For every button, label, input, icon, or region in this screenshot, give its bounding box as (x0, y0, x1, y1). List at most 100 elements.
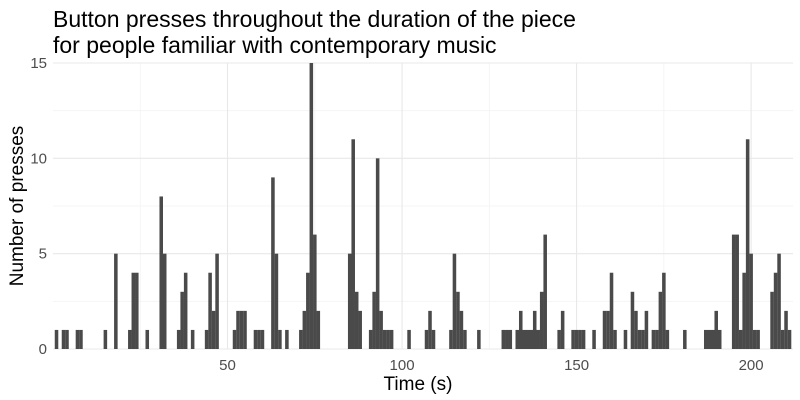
bar (372, 291, 376, 349)
bar (609, 272, 614, 349)
tick-labels: 50 100 150 200 0 5 10 15 (30, 55, 763, 374)
x-tick-label: 150 (564, 357, 589, 374)
bar (389, 329, 394, 349)
bar (257, 329, 261, 349)
bar (613, 329, 617, 349)
bar (703, 329, 708, 349)
bar (651, 329, 656, 349)
bar (543, 234, 547, 349)
bar (717, 329, 722, 349)
bar (529, 329, 533, 349)
bar (243, 310, 247, 349)
bar (756, 329, 760, 349)
bar (358, 310, 362, 349)
bar (299, 329, 303, 349)
bar (459, 310, 464, 349)
bar (79, 329, 83, 349)
bar (278, 329, 282, 349)
bar (386, 329, 390, 349)
bar (431, 329, 436, 349)
bar (735, 234, 739, 349)
bar (204, 329, 209, 349)
bar (592, 329, 596, 349)
bar (274, 253, 279, 349)
chart-title: Button presses throughout the duration o… (53, 6, 576, 32)
bar (658, 291, 663, 349)
bar (501, 329, 506, 349)
bar (285, 329, 289, 349)
bar (560, 310, 565, 349)
y-axis-title: Number of presses (7, 126, 28, 287)
bar (239, 310, 244, 349)
bar (770, 291, 774, 349)
bar (749, 253, 753, 349)
bar (128, 329, 132, 349)
chart-subtitle: for people familiar with contemporary mu… (53, 32, 497, 58)
x-tick-label: 100 (390, 357, 415, 374)
x-tick-label: 50 (219, 357, 236, 374)
bar (145, 329, 150, 349)
bar (477, 329, 481, 349)
bar (505, 329, 509, 349)
bar (662, 272, 666, 349)
bar (602, 310, 607, 349)
bar (623, 329, 628, 349)
bar (731, 234, 736, 349)
bars (54, 63, 792, 349)
bar (159, 196, 163, 349)
bar (683, 329, 687, 349)
bar (742, 272, 746, 349)
bar (515, 329, 520, 349)
bar (456, 291, 460, 349)
bar (449, 329, 453, 349)
bar (190, 329, 195, 349)
bar (407, 329, 411, 349)
bar (131, 272, 136, 349)
bar (375, 158, 380, 349)
bar (787, 329, 792, 349)
bar (710, 329, 715, 349)
bar (368, 329, 373, 349)
bar (522, 329, 527, 349)
bar (54, 329, 59, 349)
bar (644, 310, 649, 349)
bar (557, 329, 561, 349)
bar (574, 329, 579, 349)
bar (180, 291, 184, 349)
bar (655, 329, 659, 349)
bar (211, 310, 216, 349)
bar (452, 253, 457, 349)
bar (634, 310, 638, 349)
bar (784, 310, 788, 349)
bar (606, 310, 610, 349)
x-axis-title: Time (s) (384, 374, 453, 395)
bar (306, 272, 310, 349)
y-tick-label: 0 (39, 341, 47, 358)
bar (518, 310, 523, 349)
bar (135, 272, 139, 349)
bar (745, 139, 750, 349)
bar (351, 139, 355, 349)
bar (61, 329, 66, 349)
bar (236, 310, 240, 349)
bar (707, 329, 712, 349)
bar (641, 329, 645, 349)
bar (183, 272, 188, 349)
bar (539, 291, 544, 349)
bar (714, 310, 718, 349)
y-tick-label: 5 (39, 246, 47, 263)
y-tick-label: 15 (30, 55, 47, 72)
bar (162, 253, 167, 349)
bar (253, 329, 258, 349)
bar (271, 177, 275, 349)
bar (780, 329, 785, 349)
x-tick-label: 200 (739, 357, 764, 374)
bar (773, 272, 778, 349)
bar (630, 291, 635, 349)
bar (302, 310, 307, 349)
bar (215, 253, 219, 349)
bar (75, 329, 80, 349)
bar (581, 329, 586, 349)
bar (260, 329, 265, 349)
